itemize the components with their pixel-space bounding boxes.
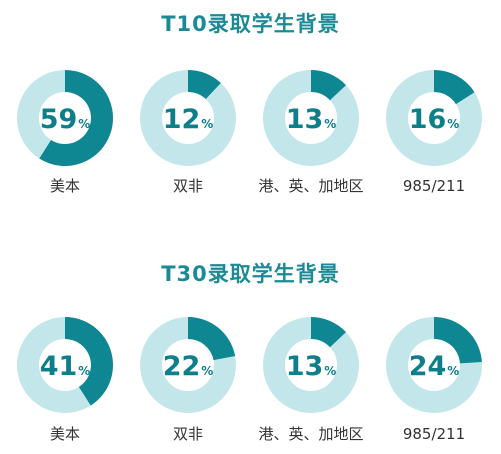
- category-label: 双非: [173, 425, 203, 443]
- donut-t10-0: 59% 美本: [17, 70, 113, 195]
- donut-slice: [434, 70, 475, 105]
- donut-slice: [311, 317, 346, 348]
- category-label: 港、英、加地区: [258, 177, 363, 195]
- percent-label: 24%: [409, 351, 460, 382]
- percent-label: 16%: [409, 104, 460, 135]
- donut-t30-1: 22% 双非: [140, 317, 236, 443]
- percent-label: 13%: [286, 351, 337, 382]
- donut-t30-0: 41% 美本: [17, 317, 114, 443]
- percent-label: 41%: [40, 351, 91, 382]
- donut-t10-1: 12% 双非: [140, 70, 236, 195]
- donut-t10-2: 13% 港、英、加地区: [258, 70, 364, 195]
- category-label: 双非: [173, 177, 203, 195]
- chart-title-t30: T30录取学生背景: [161, 262, 340, 286]
- percent-label: 22%: [163, 351, 214, 382]
- percent-label: 59%: [40, 104, 91, 135]
- category-label: 985/211: [403, 177, 465, 195]
- chart-title-t10: T10录取学生背景: [161, 12, 340, 36]
- category-label: 美本: [50, 425, 80, 443]
- donut-slice: [65, 317, 114, 406]
- percent-label: 13%: [286, 104, 337, 135]
- donut-t30-2: 13% 港、英、加地区: [258, 317, 364, 443]
- category-label: 美本: [50, 177, 80, 195]
- donut-t10-3: 16% 985/211: [386, 70, 482, 195]
- donut-slice: [39, 70, 113, 166]
- donut-t30-3: 24% 985/211: [386, 317, 482, 443]
- category-label: 985/211: [403, 425, 465, 443]
- donut-slice: [311, 70, 346, 101]
- donut-slice: [188, 317, 236, 361]
- donut-slice: [434, 317, 482, 364]
- donut-slice: [188, 70, 221, 100]
- category-label: 港、英、加地区: [258, 425, 363, 443]
- percent-label: 12%: [163, 104, 214, 135]
